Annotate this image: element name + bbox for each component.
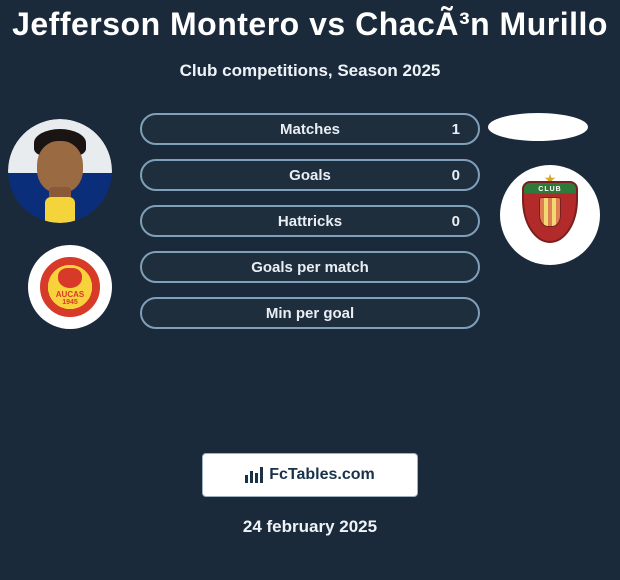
brand-box: FcTables.com — [202, 453, 418, 497]
club-left-badge: AUCAS 1945 — [28, 245, 112, 329]
stat-value-right: 0 — [452, 213, 460, 230]
aucas-crest-icon: AUCAS 1945 — [40, 257, 100, 317]
club-right-name: CLUB — [538, 186, 561, 193]
club-left-year: 1945 — [62, 299, 78, 306]
date-label: 24 february 2025 — [0, 517, 620, 537]
player-left-avatar — [8, 119, 112, 223]
club-right-badge: ★ CLUB — [500, 165, 600, 265]
page-title: Jefferson Montero vs ChacÃ³n Murillo — [0, 0, 620, 43]
stat-label: Min per goal — [266, 305, 354, 322]
stat-row-hattricks: Hattricks 0 — [140, 205, 480, 237]
stat-label: Matches — [280, 121, 340, 138]
player-right-avatar-placeholder — [488, 113, 588, 141]
subtitle: Club competitions, Season 2025 — [0, 61, 620, 81]
stat-row-min-per-goal: Min per goal — [140, 297, 480, 329]
stat-label: Hattricks — [278, 213, 342, 230]
stat-value-right: 1 — [452, 121, 460, 138]
deportivo-crest-icon: ★ CLUB — [522, 181, 578, 249]
stat-label: Goals per match — [251, 259, 369, 276]
comparison-area: AUCAS 1945 ★ CLUB Matches 1 Goals 0 Hatt… — [0, 113, 620, 443]
bar-chart-icon — [245, 467, 263, 483]
club-left-name: AUCAS — [56, 290, 84, 299]
stat-row-goals-per-match: Goals per match — [140, 251, 480, 283]
stat-value-right: 0 — [452, 167, 460, 184]
stat-row-matches: Matches 1 — [140, 113, 480, 145]
brand-label: FcTables.com — [269, 466, 375, 484]
stat-row-goals: Goals 0 — [140, 159, 480, 191]
stats-column: Matches 1 Goals 0 Hattricks 0 Goals per … — [140, 113, 480, 343]
player-left-portrait — [8, 119, 112, 223]
stat-label: Goals — [289, 167, 331, 184]
